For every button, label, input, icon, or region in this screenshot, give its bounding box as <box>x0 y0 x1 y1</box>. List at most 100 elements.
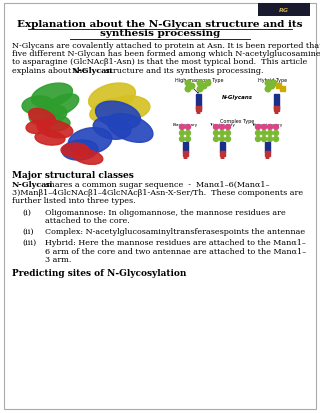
Circle shape <box>180 137 185 142</box>
Circle shape <box>185 81 191 87</box>
Text: Predicting sites of N-Glycosylation: Predicting sites of N-Glycosylation <box>12 268 186 277</box>
Circle shape <box>268 131 273 136</box>
Text: N-Glycans: N-Glycans <box>221 95 252 100</box>
FancyBboxPatch shape <box>196 94 201 99</box>
Circle shape <box>226 125 230 130</box>
Text: five different N-Glycan has been formed among which N-acetylglucosamine: five different N-Glycan has been formed … <box>12 50 320 58</box>
FancyBboxPatch shape <box>265 142 269 147</box>
Circle shape <box>186 131 190 136</box>
Text: (i): (i) <box>22 208 31 216</box>
Ellipse shape <box>73 150 103 165</box>
Text: Tetraantennary: Tetraantennary <box>251 123 283 127</box>
Circle shape <box>255 137 260 142</box>
Circle shape <box>185 87 191 93</box>
FancyBboxPatch shape <box>279 86 284 91</box>
Circle shape <box>268 125 273 130</box>
FancyBboxPatch shape <box>274 94 278 99</box>
Ellipse shape <box>61 144 89 158</box>
Circle shape <box>261 137 267 142</box>
FancyBboxPatch shape <box>274 99 278 104</box>
Circle shape <box>205 81 211 87</box>
FancyBboxPatch shape <box>220 152 225 157</box>
Text: Complex Type: Complex Type <box>220 119 254 124</box>
FancyBboxPatch shape <box>220 142 225 147</box>
Ellipse shape <box>90 100 126 122</box>
Circle shape <box>220 131 225 136</box>
Text: Biantennary: Biantennary <box>172 123 198 127</box>
FancyBboxPatch shape <box>274 104 278 109</box>
Ellipse shape <box>96 102 140 130</box>
Circle shape <box>268 137 273 142</box>
Text: 3)Manβ1–4GlcNAcβ1–4GlcNAcβ1-Asn-X-Ser/Th.  These components are: 3)Manβ1–4GlcNAcβ1–4GlcNAcβ1-Asn-X-Ser/Th… <box>12 189 303 197</box>
FancyBboxPatch shape <box>182 152 188 157</box>
Circle shape <box>226 131 230 136</box>
Circle shape <box>186 125 190 130</box>
FancyBboxPatch shape <box>276 83 281 88</box>
Ellipse shape <box>37 121 73 139</box>
Text: N-Glycan: N-Glycan <box>12 180 53 189</box>
Circle shape <box>226 137 230 142</box>
Ellipse shape <box>28 109 55 126</box>
Text: 3 arm.: 3 arm. <box>45 255 71 263</box>
Circle shape <box>197 87 203 93</box>
Ellipse shape <box>68 128 112 155</box>
Circle shape <box>213 137 219 142</box>
FancyBboxPatch shape <box>196 99 201 104</box>
Text: further listed into three types.: further listed into three types. <box>12 197 136 205</box>
Text: synthesis processing: synthesis processing <box>100 29 220 38</box>
Text: Oligomannose: In oligomannose, the mannose residues are: Oligomannose: In oligomannose, the manno… <box>45 208 286 216</box>
Ellipse shape <box>45 95 79 117</box>
Text: (ii): (ii) <box>22 228 34 235</box>
Ellipse shape <box>22 97 54 115</box>
FancyBboxPatch shape <box>182 147 188 152</box>
FancyBboxPatch shape <box>258 4 310 17</box>
Text: structure and its synthesis processing.: structure and its synthesis processing. <box>103 66 263 74</box>
Ellipse shape <box>89 84 135 112</box>
Circle shape <box>201 84 207 90</box>
Text: Explanation about the N-Glycan structure and its: Explanation about the N-Glycan structure… <box>17 20 303 29</box>
Ellipse shape <box>35 132 65 146</box>
Text: Major structural classes: Major structural classes <box>12 171 134 180</box>
Text: Complex: N-acetylglucosaminyltransferasespoints the antennae: Complex: N-acetylglucosaminyltransferase… <box>45 228 305 235</box>
FancyBboxPatch shape <box>4 4 316 409</box>
Ellipse shape <box>29 105 67 126</box>
Circle shape <box>186 137 190 142</box>
FancyBboxPatch shape <box>182 142 188 147</box>
Circle shape <box>255 125 260 130</box>
Circle shape <box>274 125 278 130</box>
Text: N-Glycans are covalently attached to protein at Asn. It is been reported that: N-Glycans are covalently attached to pro… <box>12 42 320 50</box>
Ellipse shape <box>106 97 150 121</box>
Circle shape <box>180 125 185 130</box>
Text: N-Glycan: N-Glycan <box>72 66 113 74</box>
FancyBboxPatch shape <box>196 107 201 112</box>
Circle shape <box>213 125 219 130</box>
Circle shape <box>255 131 260 136</box>
Text: to asparagine (GlcNAcβ1-Asn) is that the most typical bond.  This article: to asparagine (GlcNAcβ1-Asn) is that the… <box>12 58 307 66</box>
Text: (iii): (iii) <box>22 239 36 247</box>
Circle shape <box>261 131 267 136</box>
Text: Triantennary: Triantennary <box>209 123 235 127</box>
Ellipse shape <box>26 121 50 134</box>
Circle shape <box>271 81 277 87</box>
Text: attached to the core.: attached to the core. <box>45 216 130 224</box>
Circle shape <box>265 87 271 93</box>
Ellipse shape <box>107 114 153 143</box>
FancyBboxPatch shape <box>220 147 225 152</box>
FancyBboxPatch shape <box>196 104 201 109</box>
Ellipse shape <box>40 116 70 132</box>
Text: Hybrid Type: Hybrid Type <box>258 78 287 83</box>
Circle shape <box>274 137 278 142</box>
FancyBboxPatch shape <box>265 152 269 157</box>
Text: Hybrid: Here the mannose residues are attached to the Manα1–: Hybrid: Here the mannose residues are at… <box>45 239 306 247</box>
Ellipse shape <box>31 84 73 108</box>
FancyBboxPatch shape <box>274 107 278 112</box>
Circle shape <box>265 81 271 87</box>
Circle shape <box>269 84 275 90</box>
Ellipse shape <box>93 117 131 140</box>
Circle shape <box>189 84 195 90</box>
Circle shape <box>274 131 278 136</box>
Text: RG: RG <box>279 8 289 13</box>
Circle shape <box>220 137 225 142</box>
Text: High-mannose Type: High-mannose Type <box>175 78 223 83</box>
Text: 6 arm of the core and two antennae are attached to the Manα1–: 6 arm of the core and two antennae are a… <box>45 247 306 255</box>
